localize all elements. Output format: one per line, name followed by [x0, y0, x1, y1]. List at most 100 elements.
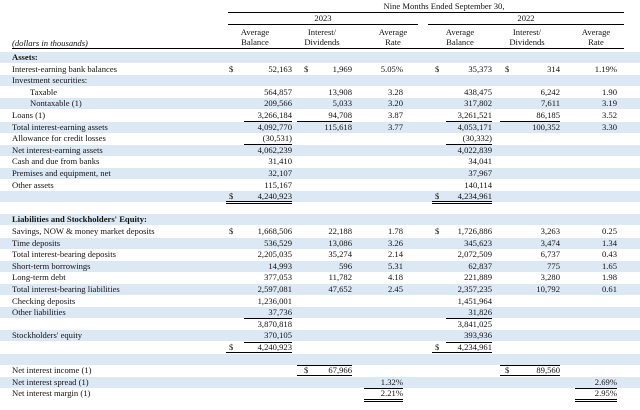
table-row: Premises and equipment, net 32,107 37,967 [0, 168, 640, 179]
period-rule [228, 12, 624, 13]
table-row: Checking deposits 1,236,001 1,451,964 [0, 296, 640, 307]
cell-value: 1.34 [601, 237, 617, 248]
cell-value: 3.28 [387, 86, 403, 97]
cell-value: 2,205,035 [257, 249, 292, 260]
cell-value: 1,969 [332, 63, 352, 74]
cell-value: 1.78 [387, 226, 403, 236]
year-label-2023: 2023 [314, 13, 332, 23]
table-row: Investment securities: [0, 75, 640, 87]
cell-value: 2.45 [387, 284, 403, 294]
column-header: Interest/ [307, 27, 337, 37]
row-label: Other liabilities [12, 307, 66, 318]
cell-value: 3,870,818 [257, 318, 292, 329]
cell-value: 35,274 [328, 249, 352, 260]
currency-symbol: $ [435, 342, 440, 352]
table-row: Allowance for credit losses (30,531) (30,3… [0, 133, 640, 144]
row-label: Long-term debt [12, 272, 66, 283]
row-label: Total interest-bearing deposits [12, 249, 116, 260]
subtotal-rule [364, 387, 403, 389]
currency-symbol: $ [505, 63, 510, 74]
table-row: Interest-earning bank balances 52,163 1,96… [0, 64, 640, 75]
cell-value: 3,841,025 [457, 318, 492, 329]
cell-value: 596 [339, 260, 352, 271]
table-row: Other liabilities 37,736 31,826 [0, 307, 640, 319]
column-header: Dividends [509, 37, 545, 47]
cell-value: (30,332) [462, 133, 492, 144]
cell-value: 345,623 [464, 237, 492, 248]
cell-value: 32,107 [268, 168, 292, 178]
row-label: Loans (1) [12, 110, 46, 120]
cell-value: 1.19% [594, 63, 617, 74]
currency-symbol: $ [435, 226, 440, 236]
table-row: Cash and due from banks 31,410 34,041 [0, 156, 640, 167]
column-header: Average [378, 27, 408, 37]
cell-value: 1.32% [380, 376, 403, 387]
cell-value: 11,782 [328, 272, 352, 283]
cell-value: 7,611 [540, 98, 560, 109]
table-row: Total interest-bearing deposits 2,205,035… [0, 249, 640, 260]
cell-value: 1,451,964 [457, 295, 492, 306]
cell-value: 6,737 [540, 249, 560, 260]
total-double-rule [432, 201, 492, 205]
table-row: 4,240,923 4,234,961 $ $ [0, 342, 640, 353]
cell-value: 10,792 [536, 284, 560, 294]
cell-value: 438,475 [464, 86, 492, 97]
column-header: Interest/ [512, 27, 542, 37]
row-label: Interest-earning bank balances [12, 63, 117, 74]
table-row: Net interest spread (1) 1.32% 2.69% [0, 376, 640, 388]
currency-symbol: $ [229, 342, 234, 352]
row-label: Net interest margin (1) [12, 388, 91, 399]
cell-value: 35,373 [468, 63, 492, 74]
cell-value: 1,236,001 [257, 295, 292, 306]
year-rule-2022 [428, 24, 624, 25]
income-top-rule [297, 364, 352, 366]
cell-value: 4,234,961 [457, 342, 492, 352]
row-label: Savings, NOW & money market deposits [12, 226, 155, 236]
units-label: (dollars in thousands) [12, 38, 88, 48]
cell-value: 4,053,171 [457, 121, 492, 132]
cell-value: 2.69% [594, 376, 617, 387]
row-label: Investment securities: [12, 75, 88, 86]
cell-value: 314 [547, 63, 560, 74]
row-label: Total interest-bearing liabilities [12, 284, 120, 294]
cell-value: 2,357,235 [457, 284, 492, 294]
cell-value: 5,033 [332, 98, 352, 109]
cell-value: 47,652 [328, 284, 352, 294]
cell-value: 6,242 [540, 86, 560, 97]
cell-value: 5.05% [380, 63, 403, 74]
table-row: Time deposits 536,529 13,086 3.26 345,623 3,4… [0, 237, 640, 249]
column-header: Balance [446, 37, 474, 47]
cell-value: 3,280 [540, 272, 560, 283]
column-header: Balance [241, 37, 269, 47]
cell-value: 4,092,770 [257, 121, 292, 132]
cell-value: 5.31 [387, 260, 403, 271]
cell-value: 52,163 [268, 63, 292, 74]
cell-value: 3.20 [387, 98, 403, 109]
table-row: 4,240,923 4,234,961 $ $ [0, 191, 640, 203]
row-label: Liabilities and Stockholders' Equity: [12, 214, 147, 225]
header-bottom-rule [12, 48, 624, 49]
cell-value: 4,022,839 [457, 144, 492, 155]
row-label: Net interest-earning assets [12, 144, 103, 155]
table-row: Stockholders' equity 370,105 393,936 [0, 330, 640, 342]
cell-value: 13,086 [328, 237, 352, 248]
table-row: Short-term borrowings 14,993 596 5.31 62,837… [0, 260, 640, 272]
table-row: Savings, NOW & money market deposits 1,66… [0, 226, 640, 237]
cell-value: 3.77 [387, 121, 403, 132]
cell-value: 62,837 [468, 260, 492, 271]
cell-value: 31,826 [468, 307, 492, 318]
row-label: Taxable [30, 86, 58, 97]
cell-value: 1.65 [601, 260, 617, 271]
cell-value: 221,889 [464, 272, 492, 283]
cell-value: 37,967 [468, 168, 492, 178]
cell-value: 3.19 [601, 98, 617, 109]
cell-value: 536,529 [264, 237, 292, 248]
row-label: Time deposits [12, 237, 61, 248]
currency-symbol: $ [229, 63, 234, 74]
cell-value: (30,531) [262, 133, 292, 144]
cell-value: 3,263 [540, 226, 560, 236]
currency-symbol: $ [505, 365, 510, 376]
year-rule-2023 [228, 24, 418, 25]
period-title: Nine Months Ended September 30, [383, 1, 505, 11]
cell-value: 100,352 [532, 121, 560, 132]
